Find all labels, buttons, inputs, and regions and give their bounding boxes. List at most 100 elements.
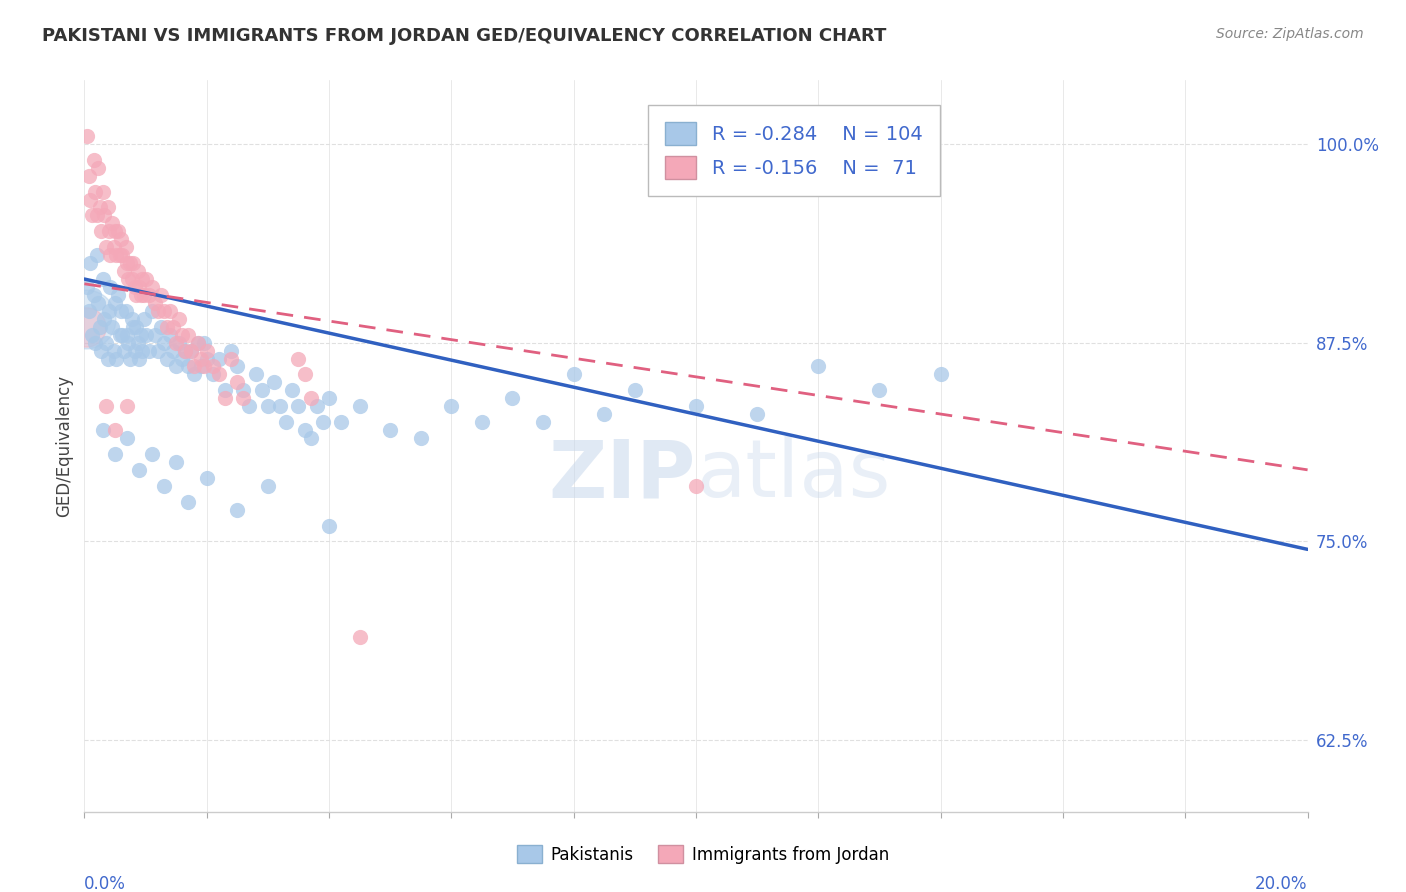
Point — [165, 359, 187, 374]
Point — [143, 327, 166, 342]
Point — [122, 319, 145, 334]
Point — [108, 327, 131, 342]
Point — [180, 343, 202, 358]
Point — [112, 264, 135, 278]
Point — [120, 351, 142, 366]
Point — [91, 423, 114, 437]
Point — [195, 343, 218, 358]
Point — [869, 384, 891, 398]
Point — [138, 288, 160, 302]
Point — [129, 327, 152, 342]
Point — [195, 471, 218, 485]
Point — [79, 256, 101, 270]
Point — [86, 209, 108, 223]
Point — [193, 335, 215, 350]
Point — [349, 630, 371, 644]
Point — [129, 288, 152, 302]
Legend: Pakistanis, Immigrants from Jordan: Pakistanis, Immigrants from Jordan — [510, 838, 896, 871]
Text: Source: ZipAtlas.com: Source: ZipAtlas.com — [1216, 27, 1364, 41]
Point — [167, 311, 190, 326]
Point — [257, 479, 280, 493]
Point — [98, 280, 121, 294]
Point — [77, 169, 100, 183]
Point — [276, 415, 298, 429]
Point — [149, 319, 172, 334]
Point — [91, 272, 114, 286]
Point — [83, 288, 105, 302]
Point — [318, 518, 340, 533]
Point — [110, 232, 132, 246]
Point — [143, 296, 166, 310]
Point — [77, 303, 100, 318]
Point — [318, 392, 340, 406]
Point — [156, 351, 179, 366]
Point — [127, 264, 149, 278]
Point — [190, 359, 212, 374]
Point — [201, 359, 224, 374]
Point — [112, 343, 135, 358]
Point — [172, 327, 194, 342]
Point — [87, 161, 110, 175]
Point — [153, 303, 176, 318]
Point — [299, 431, 322, 445]
Point — [120, 256, 142, 270]
Text: 20.0%: 20.0% — [1256, 875, 1308, 892]
Point — [1143, 821, 1166, 835]
Point — [128, 351, 150, 366]
Point — [101, 319, 124, 334]
Point — [685, 479, 707, 493]
Point — [201, 368, 224, 382]
Point — [104, 224, 127, 238]
Point — [159, 327, 181, 342]
Point — [115, 240, 138, 254]
Point — [94, 240, 117, 254]
Point — [91, 185, 114, 199]
Point — [440, 399, 463, 413]
Point — [186, 335, 208, 350]
Point — [97, 201, 120, 215]
Point — [98, 248, 121, 262]
Point — [97, 303, 120, 318]
Point — [104, 423, 127, 437]
Point — [94, 335, 117, 350]
Point — [128, 463, 150, 477]
Point — [165, 335, 187, 350]
Point — [107, 224, 129, 238]
Point — [75, 311, 97, 326]
Point — [245, 368, 267, 382]
Point — [312, 415, 335, 429]
Point — [127, 335, 149, 350]
Point — [125, 319, 148, 334]
Point — [624, 384, 647, 398]
Point — [80, 209, 103, 223]
Point — [219, 343, 242, 358]
Point — [162, 343, 184, 358]
Point — [124, 343, 146, 358]
Point — [117, 335, 139, 350]
Point — [183, 368, 205, 382]
Point — [90, 343, 112, 358]
Point — [269, 399, 291, 413]
Point — [929, 368, 952, 382]
Point — [263, 376, 285, 390]
Point — [153, 479, 176, 493]
Point — [97, 224, 120, 238]
Point — [131, 343, 153, 358]
Point — [76, 128, 98, 143]
Point — [80, 327, 103, 342]
Point — [108, 248, 131, 262]
Point — [135, 272, 157, 286]
Point — [124, 280, 146, 294]
Point — [238, 399, 260, 413]
Point — [1205, 829, 1227, 843]
Point — [141, 447, 163, 461]
Point — [180, 343, 202, 358]
Point — [186, 335, 208, 350]
Point — [115, 399, 138, 413]
Point — [159, 303, 181, 318]
Point — [104, 296, 127, 310]
Point — [146, 303, 169, 318]
Point — [807, 359, 830, 374]
Point — [83, 153, 105, 167]
Point — [165, 455, 187, 469]
